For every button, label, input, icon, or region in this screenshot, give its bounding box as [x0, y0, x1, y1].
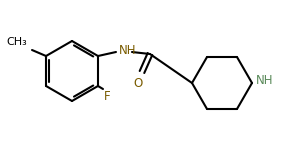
Text: F: F [104, 90, 111, 103]
Text: O: O [134, 77, 143, 90]
Text: NH: NH [119, 45, 136, 58]
Text: NH: NH [256, 74, 274, 87]
Text: CH₃: CH₃ [6, 37, 27, 47]
